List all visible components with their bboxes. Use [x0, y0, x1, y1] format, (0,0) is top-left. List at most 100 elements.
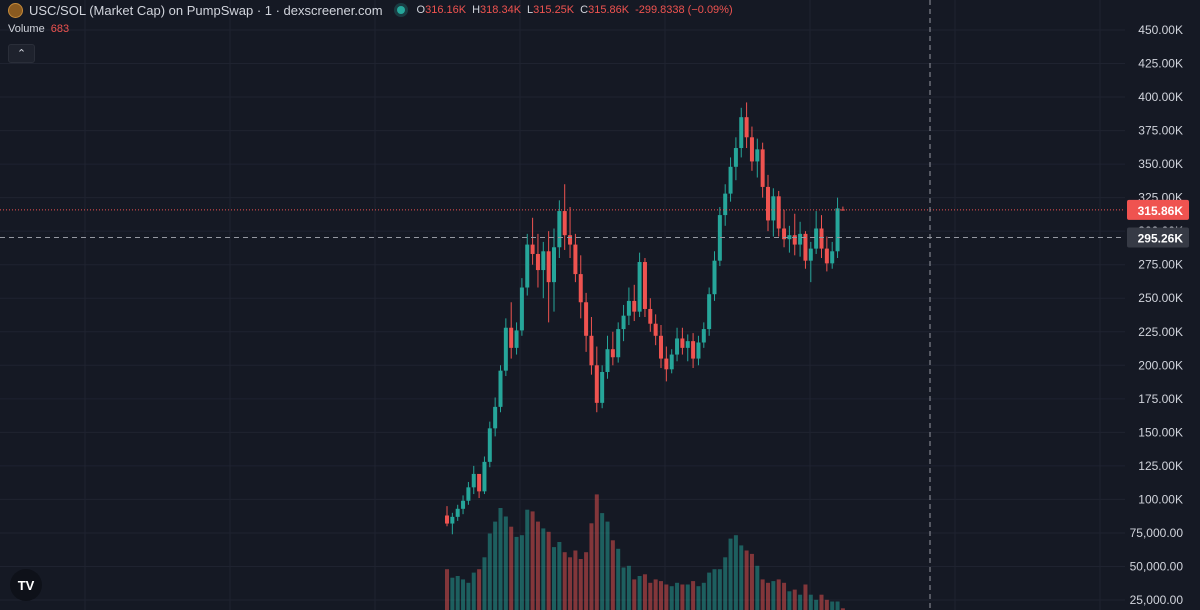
volume-bar: [771, 581, 776, 610]
candle-body: [835, 208, 840, 252]
candle-body: [664, 358, 669, 370]
price-tick-label: 450.00K: [1138, 23, 1183, 37]
volume-bars: [445, 494, 845, 610]
candle-body: [530, 244, 535, 254]
volume-bar: [594, 494, 599, 610]
candle-body: [594, 365, 599, 403]
volume-bar: [798, 594, 803, 610]
candle-body: [776, 196, 781, 229]
chart-title[interactable]: USC/SOL (Market Cap) on PumpSwap · 1 · d…: [29, 2, 383, 18]
price-tick-label: 125.00K: [1138, 459, 1183, 473]
candle-body: [782, 228, 787, 240]
volume-bar: [835, 601, 840, 610]
volume-bar: [557, 542, 562, 610]
chart-overlays: [0, 0, 1125, 610]
price-tick-label: 25,000.00: [1130, 593, 1184, 607]
candle-body: [621, 315, 626, 330]
candle-body: [840, 209, 845, 211]
volume-bar: [664, 584, 669, 610]
open-value: 316.16K: [425, 4, 467, 16]
candle-body: [562, 211, 567, 236]
volume-bar: [584, 552, 589, 610]
price-tick-label: 225.00K: [1138, 325, 1183, 339]
crosshair-price-label: 295.26K: [1138, 232, 1184, 246]
candle-body: [471, 473, 476, 488]
volume-bar: [509, 526, 514, 610]
price-tick-label: 350.00K: [1138, 157, 1183, 171]
volume-bar: [605, 521, 610, 610]
candle-body: [749, 137, 754, 162]
volume-bar: [530, 511, 535, 610]
volume-bar: [493, 521, 498, 610]
crosshair-price-badge: [1127, 227, 1189, 248]
volume-bar: [461, 579, 466, 610]
volume-bar: [669, 586, 674, 610]
volume-bar: [659, 581, 663, 610]
candle-body: [610, 349, 615, 358]
candle-body: [814, 228, 819, 249]
candle-body: [493, 406, 498, 429]
candle-body: [830, 251, 835, 264]
price-tick-label: 100.00K: [1138, 492, 1183, 506]
volume-bar: [787, 591, 792, 610]
volume-bar: [616, 548, 621, 610]
last-price-badge: [1127, 199, 1189, 220]
volume-bar: [840, 608, 845, 610]
volume-bar: [621, 567, 626, 610]
volume-bar: [445, 569, 449, 610]
volume-bar: [733, 535, 738, 610]
candle-body: [824, 248, 829, 264]
volume-bar: [717, 569, 722, 610]
candle-body: [445, 515, 449, 524]
price-axis: 450.00K425.00K400.00K375.00K350.00K325.0…: [1127, 23, 1189, 607]
volume-bar: [701, 582, 706, 610]
candle-body: [701, 329, 706, 343]
candle-body: [659, 335, 663, 359]
candle-body: [691, 341, 696, 359]
candle-body: [685, 341, 690, 348]
volume-bar: [792, 589, 797, 610]
volume-bar: [739, 545, 744, 610]
high-value: 318.34K: [480, 4, 522, 16]
volume-bar: [471, 572, 476, 610]
volume-bar: [514, 536, 519, 610]
volume-bar: [691, 581, 696, 610]
candle-body: [503, 327, 508, 371]
candle-body: [728, 166, 733, 194]
volume-bar: [562, 552, 567, 610]
tradingview-logo-icon[interactable]: TV: [10, 569, 42, 601]
volume-bar: [632, 579, 637, 610]
candle-body: [487, 428, 492, 462]
volume-bar: [814, 599, 819, 610]
candle-body: [637, 262, 642, 312]
price-tick-label: 75,000.00: [1130, 526, 1184, 540]
candle-body: [787, 235, 792, 240]
volume-bar: [728, 538, 733, 610]
candle-body: [808, 248, 813, 261]
candle-body: [819, 228, 824, 249]
volume-bar: [819, 594, 824, 610]
collapse-legend-button[interactable]: ⌃: [8, 44, 35, 63]
candle-body: [717, 215, 722, 261]
candle-body: [482, 461, 487, 492]
candle-body: [626, 300, 631, 316]
volume-bar: [808, 594, 813, 610]
candle-body: [712, 260, 717, 295]
candle-body: [616, 329, 621, 358]
volume-bar: [573, 550, 578, 610]
price-tick-label: 400.00K: [1138, 90, 1183, 104]
market-status-icon: [396, 6, 405, 14]
candle-body: [792, 235, 797, 245]
volume-bar: [782, 582, 787, 610]
candle-body: [755, 149, 760, 162]
candle-body: [723, 193, 728, 216]
volume-bar: [482, 557, 487, 610]
volume-bar: [830, 601, 835, 610]
candle-body: [707, 294, 712, 330]
candle-body: [525, 244, 530, 288]
candlesticks: [445, 102, 845, 535]
volume-bar: [466, 582, 471, 610]
volume-bar: [803, 584, 808, 610]
candle-body: [600, 372, 605, 403]
